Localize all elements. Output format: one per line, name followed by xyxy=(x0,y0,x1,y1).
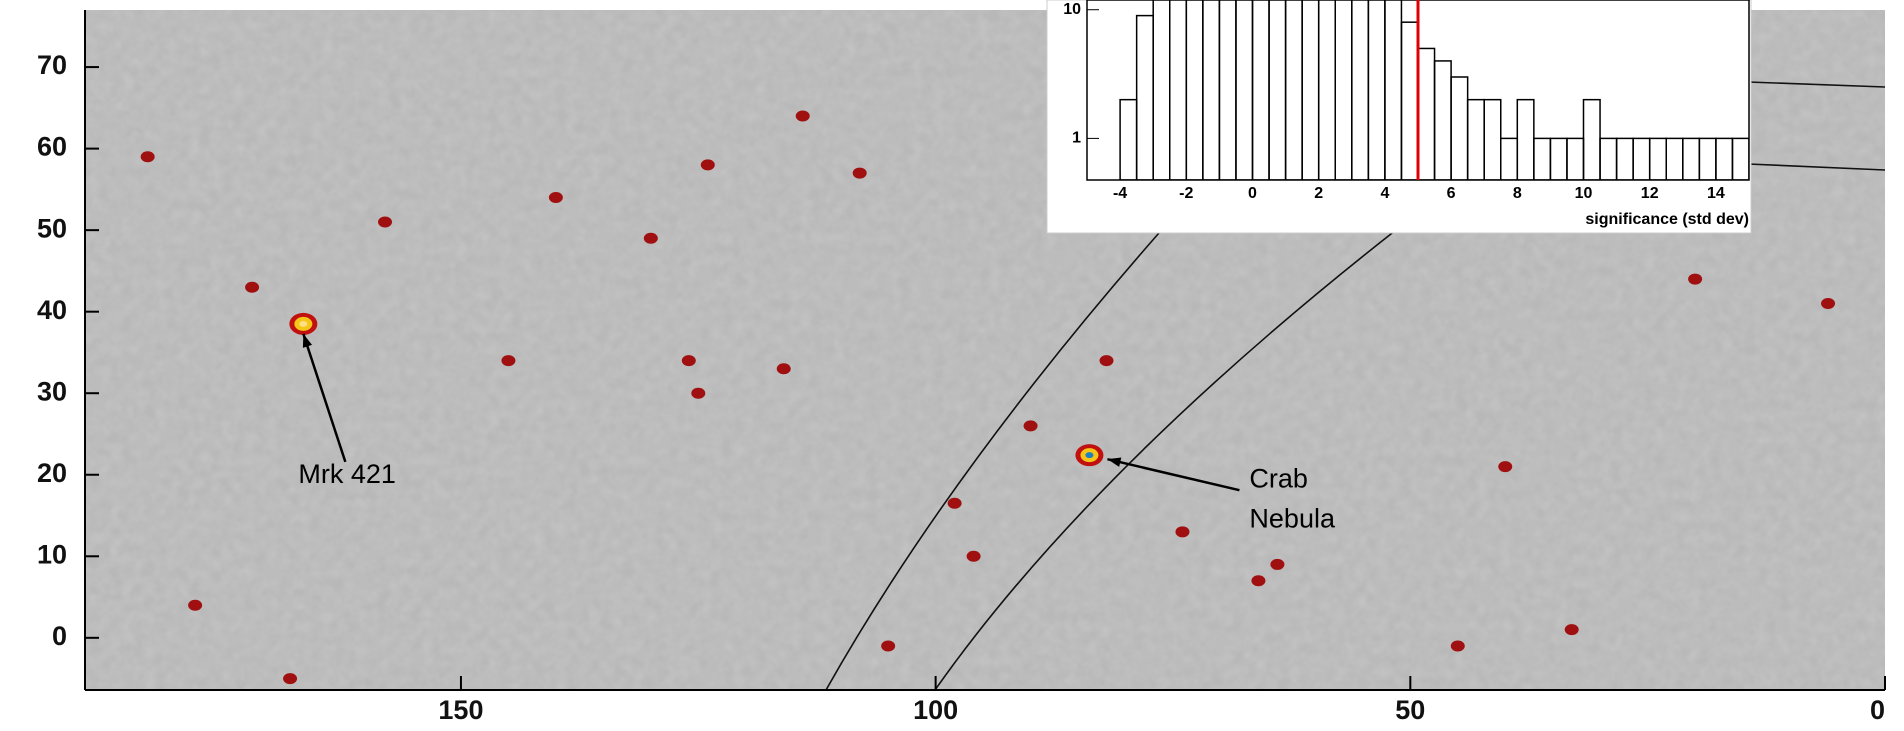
galactic-line xyxy=(825,224,1167,690)
y-tick-label: 20 xyxy=(37,458,67,488)
hotspot xyxy=(1023,420,1038,432)
hotspot xyxy=(1564,624,1579,636)
x-tick-label: -2 xyxy=(1179,185,1193,202)
y-tick-label: 40 xyxy=(37,295,67,325)
y-tick-label: 70 xyxy=(37,50,67,80)
annotation-arrow xyxy=(1107,457,1240,492)
x-tick-label: 14 xyxy=(1707,185,1725,202)
y-tick-label: 0 xyxy=(52,621,67,651)
x-tick-label: 8 xyxy=(1513,185,1522,202)
annotation-label: Nebula xyxy=(1249,503,1336,533)
y-tick-label: 1 xyxy=(1072,130,1081,147)
hotspot xyxy=(245,281,260,293)
hotspot xyxy=(1450,640,1465,652)
hotspots xyxy=(140,110,1836,685)
hotspot xyxy=(1688,273,1703,285)
x-tick-label: 10 xyxy=(1575,185,1593,202)
hotspot xyxy=(1498,461,1513,473)
x-tick-label: 6 xyxy=(1447,185,1456,202)
hotspot xyxy=(378,216,392,228)
annotation-arrow xyxy=(302,333,347,463)
hotspot xyxy=(643,232,658,244)
inset-histogram: significance (std dev) -4 -2 0 2 4 6 8 10 12 14 1 1… xyxy=(1046,0,1752,234)
inset-background xyxy=(1046,0,1752,234)
hotspot xyxy=(283,673,298,685)
x-tick-label: -4 xyxy=(1113,185,1127,202)
hotspot xyxy=(691,387,706,399)
hotspot xyxy=(776,363,791,375)
x-tick-label: 12 xyxy=(1641,185,1659,202)
arrowhead xyxy=(302,333,313,348)
hotspot xyxy=(881,640,896,652)
arrowhead xyxy=(1107,457,1122,467)
histogram-bar xyxy=(1284,0,1303,180)
hotspot xyxy=(1175,526,1190,538)
x-tick-label: 100 xyxy=(913,695,958,725)
galactic-line xyxy=(1747,81,1885,88)
hotspot xyxy=(681,355,696,367)
hotspot xyxy=(1270,558,1285,570)
y-tick-label: 30 xyxy=(37,376,67,406)
x-tick-label: 2 xyxy=(1314,185,1323,202)
hotspot xyxy=(548,192,563,204)
source-core xyxy=(299,320,308,327)
x-axis-label: significance (std dev) xyxy=(1585,211,1749,228)
x-tick-label: 150 xyxy=(438,695,483,725)
histogram-bar xyxy=(1731,137,1749,180)
hotspot xyxy=(966,550,981,562)
hotspot xyxy=(140,151,155,163)
hotspot xyxy=(700,159,715,171)
y-tick-label: 60 xyxy=(37,132,67,162)
hotspot xyxy=(1251,575,1266,587)
hotspot xyxy=(795,110,810,122)
y-tick-label: 50 xyxy=(37,213,67,243)
y-tick-label: 10 xyxy=(37,539,67,569)
source-core xyxy=(1085,452,1094,459)
hotspot xyxy=(188,599,203,611)
hotspot xyxy=(947,497,962,509)
hotspot xyxy=(852,167,867,179)
annotation-label: Crab xyxy=(1249,463,1308,493)
hotspot xyxy=(1099,355,1114,367)
x-tick-label: 50 xyxy=(1395,695,1425,725)
histogram-bar xyxy=(1202,0,1221,180)
hotspot xyxy=(501,355,516,367)
annotation-label: Mrk 421 xyxy=(298,459,396,489)
x-tick-label: 4 xyxy=(1380,185,1389,202)
galactic-line xyxy=(1747,163,1885,171)
y-tick-label: 10 xyxy=(1063,1,1081,18)
hotspot xyxy=(1821,298,1836,310)
x-tick-label: 0 xyxy=(1248,185,1257,202)
x-tick-label: 0 xyxy=(1870,695,1885,725)
